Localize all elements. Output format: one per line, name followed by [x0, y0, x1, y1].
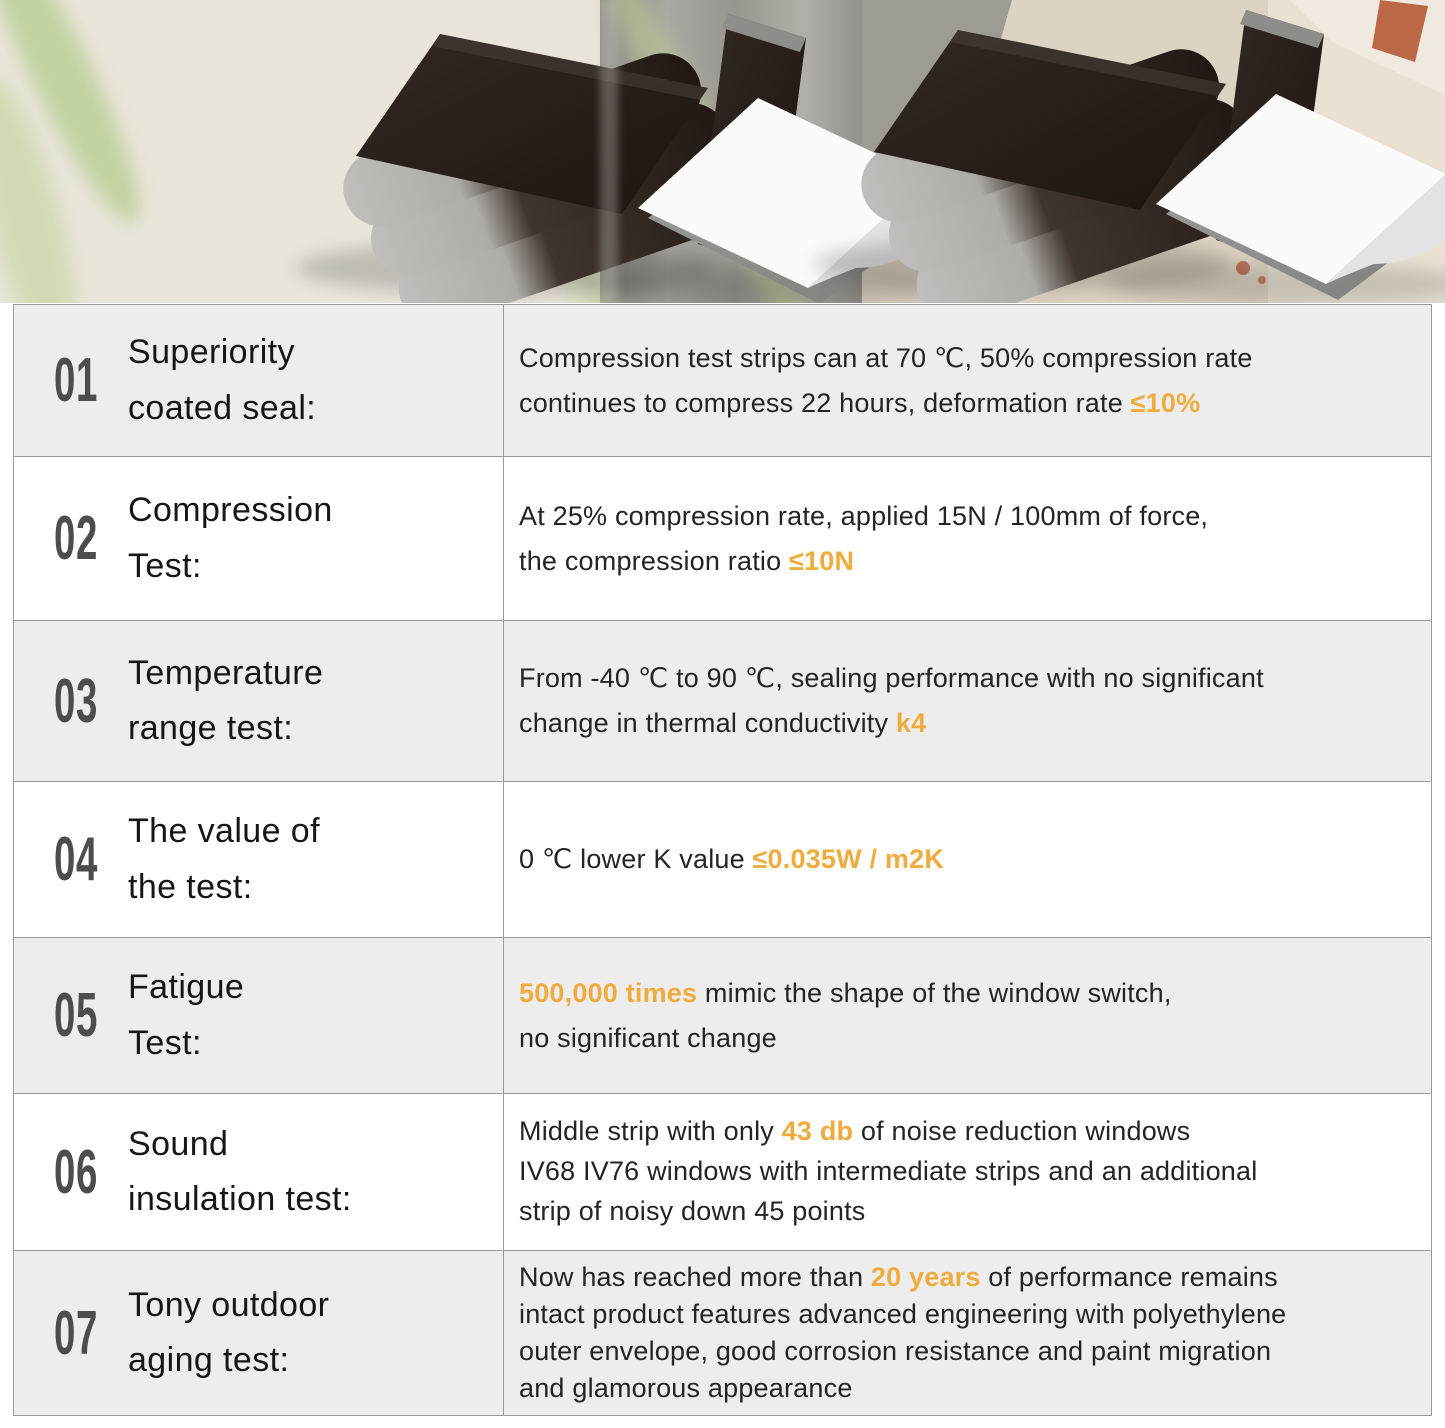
highlighted-value: k4 — [895, 708, 927, 738]
highlighted-value: 500,000 times — [519, 977, 698, 1008]
row-title: Tony outdoor aging test: — [128, 1285, 330, 1379]
description-text: 0 ℃ lower K value — [519, 844, 753, 875]
row-description: Compression test strips can at 70 ℃, 50%… — [519, 336, 1253, 426]
row-title: Temperature range test: — [128, 653, 324, 747]
spec-row-description-cell: From -40 ℃ to 90 ℃, sealing performance … — [504, 621, 1431, 781]
product-photo-illustration — [0, 0, 1445, 303]
row-title: Compression Test: — [128, 491, 333, 585]
row-title: The value of the test: — [128, 812, 320, 906]
spec-row-description-cell: At 25% compression rate, applied 15N / 1… — [504, 457, 1431, 620]
row-number: 01 — [53, 346, 99, 415]
row-number: 07 — [53, 1298, 99, 1368]
row-number: 06 — [53, 1137, 99, 1207]
row-description: 500,000 times mimic the shape of the win… — [519, 971, 1172, 1061]
spec-row-header-cell: 03 Temperature range test: — [14, 621, 504, 781]
highlighted-value: ≤10% — [1130, 387, 1201, 418]
row-description: Middle strip with only 43 db of noise re… — [519, 1112, 1257, 1231]
highlighted-value: ≤10N — [789, 545, 855, 576]
row-description: At 25% compression rate, applied 15N / 1… — [519, 494, 1208, 584]
row-number: 03 — [53, 666, 99, 736]
row-number: 02 — [53, 504, 99, 573]
spec-row-description-cell: Compression test strips can at 70 ℃, 50%… — [504, 305, 1431, 456]
highlighted-value: 43 db — [781, 1116, 854, 1147]
highlighted-value: ≤0.035W / m2K — [752, 844, 945, 875]
spec-row-description-cell: Now has reached more than 20 years of pe… — [504, 1251, 1431, 1415]
description-text: Now has reached more than — [519, 1261, 871, 1292]
spec-row-description-cell: 0 ℃ lower K value ≤0.035W / m2K — [504, 782, 1431, 937]
spec-row-03: 03 Temperature range test: From -40 ℃ to 9… — [14, 621, 1431, 782]
spec-row-description-cell: 500,000 times mimic the shape of the win… — [504, 938, 1431, 1093]
row-description: From -40 ℃ to 90 ℃, sealing performance … — [519, 656, 1264, 746]
spec-row-04: 04 The value of the test: 0 ℃ lower K valu… — [14, 782, 1431, 938]
row-description: 0 ℃ lower K value ≤0.035W / m2K — [519, 837, 944, 882]
spec-row-05: 05 Fatigue Test: 500,000 times mimic the s… — [14, 938, 1431, 1094]
spec-row-header-cell: 04 The value of the test: — [14, 782, 504, 937]
spec-row-header-cell: 01 Superiority coated seal: — [14, 305, 504, 456]
spec-row-header-cell: 06 Sound insulation test: — [14, 1094, 504, 1250]
description-text: Compression test strips can at 70 ℃, 50%… — [519, 342, 1253, 418]
highlighted-value: 20 years — [870, 1261, 981, 1292]
pillar-highlight — [600, 0, 618, 303]
spec-table: 01 Superiority coated seal: Compression te… — [13, 304, 1432, 1416]
spec-row-02: 02 Compression Test: At 25% compression ra… — [14, 457, 1431, 621]
row-title: Sound insulation test: — [128, 1124, 352, 1218]
row-title: Superiority coated seal: — [128, 333, 317, 427]
spec-row-01: 01 Superiority coated seal: Compression te… — [14, 305, 1431, 457]
row-number: 04 — [53, 825, 99, 894]
spec-row-header-cell: 05 Fatigue Test: — [14, 938, 504, 1093]
description-text: At 25% compression rate, applied 15N / 1… — [519, 500, 1209, 576]
product-photo — [0, 0, 1445, 303]
spec-row-description-cell: Middle strip with only 43 db of noise re… — [504, 1094, 1431, 1250]
row-number: 05 — [53, 981, 99, 1050]
description-text: of performance remains intact product fe… — [519, 1261, 1287, 1404]
row-description: Now has reached more than 20 years of pe… — [519, 1259, 1286, 1408]
description-text: of noise reduction windows IV68 IV76 win… — [519, 1116, 1258, 1226]
spec-row-header-cell: 07 Tony outdoor aging test: — [14, 1251, 504, 1415]
spec-row-06: 06 Sound insulation test: Middle strip wit… — [14, 1094, 1431, 1251]
description-text: mimic the shape of the window switch, no… — [519, 977, 1172, 1053]
spec-row-header-cell: 02 Compression Test: — [14, 457, 504, 620]
spec-row-07: 07 Tony outdoor aging test: Now has reache… — [14, 1251, 1431, 1415]
description-text: From -40 ℃ to 90 ℃, sealing performance … — [519, 663, 1264, 738]
description-text: Middle strip with only — [519, 1116, 782, 1147]
row-title: Fatigue Test: — [128, 968, 245, 1062]
red-paint-chip — [1372, 0, 1428, 62]
